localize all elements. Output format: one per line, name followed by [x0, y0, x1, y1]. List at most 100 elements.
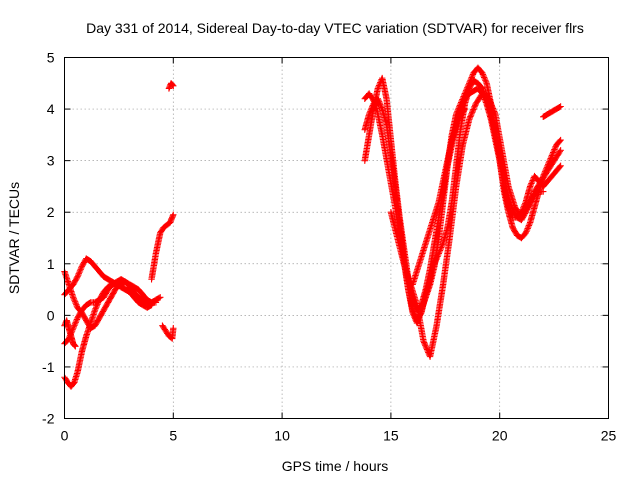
data-point — [126, 283, 137, 295]
data-point — [474, 80, 485, 91]
data-point — [378, 131, 392, 173]
data-point — [422, 220, 435, 247]
data-point — [498, 147, 512, 189]
data-point — [70, 316, 81, 332]
data-point — [479, 90, 491, 102]
x-tick-label: 10 — [274, 428, 290, 444]
data-point — [439, 225, 451, 247]
data-point — [531, 172, 542, 184]
data-point — [383, 121, 394, 158]
data-point — [553, 103, 563, 113]
data-point — [126, 288, 137, 300]
series-arc-6 — [148, 211, 177, 283]
data-point — [104, 276, 115, 285]
data-point — [87, 323, 98, 332]
data-point — [526, 205, 538, 226]
data-point — [474, 64, 485, 76]
data-point — [104, 282, 115, 293]
data-point — [83, 255, 93, 264]
data-point — [518, 205, 531, 221]
data-point — [78, 302, 89, 314]
data-point — [439, 236, 453, 288]
data-point — [426, 324, 440, 360]
data-point — [540, 179, 550, 190]
data-point — [100, 287, 111, 301]
data-point — [544, 158, 557, 175]
grid-lines — [64, 57, 609, 419]
data-point — [400, 260, 414, 287]
data-point — [143, 299, 154, 308]
data-point — [91, 263, 102, 274]
data-point — [522, 184, 533, 206]
data-point — [387, 209, 401, 240]
chart-title: Day 331 of 2014, Sidereal Day-to-day VTE… — [86, 20, 584, 36]
data-point — [361, 112, 372, 133]
data-points — [61, 64, 564, 390]
data-point — [429, 200, 442, 226]
series-arc-4 — [61, 276, 155, 347]
x-tick-label: 0 — [61, 428, 69, 444]
data-point — [557, 147, 564, 154]
data-point — [157, 225, 166, 237]
data-point — [415, 241, 429, 267]
y-tick-label: -1 — [42, 359, 55, 375]
series-arc-14 — [540, 103, 564, 121]
data-point — [557, 162, 564, 169]
data-point — [170, 211, 177, 218]
data-point — [459, 117, 473, 149]
data-point — [117, 276, 128, 285]
data-point — [361, 133, 373, 164]
y-tick-label: 3 — [47, 153, 55, 169]
data-point — [500, 188, 512, 214]
data-point — [109, 285, 120, 298]
data-point — [548, 143, 559, 159]
data-point — [78, 334, 90, 355]
data-point — [492, 131, 503, 158]
data-point — [74, 264, 85, 280]
data-point — [544, 109, 555, 118]
data-point — [163, 220, 173, 229]
data-point — [83, 299, 93, 309]
data-point — [509, 224, 520, 238]
y-tick-label: 1 — [47, 256, 55, 272]
data-point — [152, 231, 164, 257]
data-point — [524, 189, 538, 211]
y-axis-label: SDTVAR / TECUs — [6, 182, 22, 294]
data-point — [122, 286, 132, 295]
data-point — [104, 292, 115, 306]
data-point — [435, 241, 446, 257]
data-point — [433, 282, 447, 329]
data-point — [70, 340, 78, 349]
data-point — [148, 251, 159, 283]
series-arc-13 — [409, 105, 469, 288]
plot-frame — [64, 57, 609, 419]
x-axis-label: GPS time / hours — [282, 458, 389, 474]
data-point — [70, 294, 81, 310]
data-point — [518, 200, 529, 216]
data-point — [540, 188, 547, 195]
data-point — [72, 343, 79, 350]
data-point — [557, 103, 564, 110]
data-point — [394, 234, 407, 266]
x-tick-label: 5 — [169, 428, 177, 444]
data-point — [378, 105, 390, 127]
data-point — [540, 111, 550, 121]
data-point — [135, 299, 145, 308]
data-point — [544, 173, 555, 185]
data-point — [422, 277, 433, 298]
data-point — [485, 95, 498, 117]
y-tick-label: 0 — [47, 307, 55, 323]
data-point — [378, 74, 390, 101]
y-tick-label: 2 — [47, 204, 55, 220]
data-point — [461, 105, 469, 113]
data-point — [479, 69, 490, 86]
data-point — [553, 163, 563, 175]
data-point — [466, 102, 479, 123]
data-point — [67, 380, 77, 390]
data-point — [152, 299, 160, 306]
data-point — [74, 308, 85, 322]
data-point — [109, 279, 119, 288]
data-point — [487, 111, 499, 137]
data-point — [113, 281, 124, 291]
